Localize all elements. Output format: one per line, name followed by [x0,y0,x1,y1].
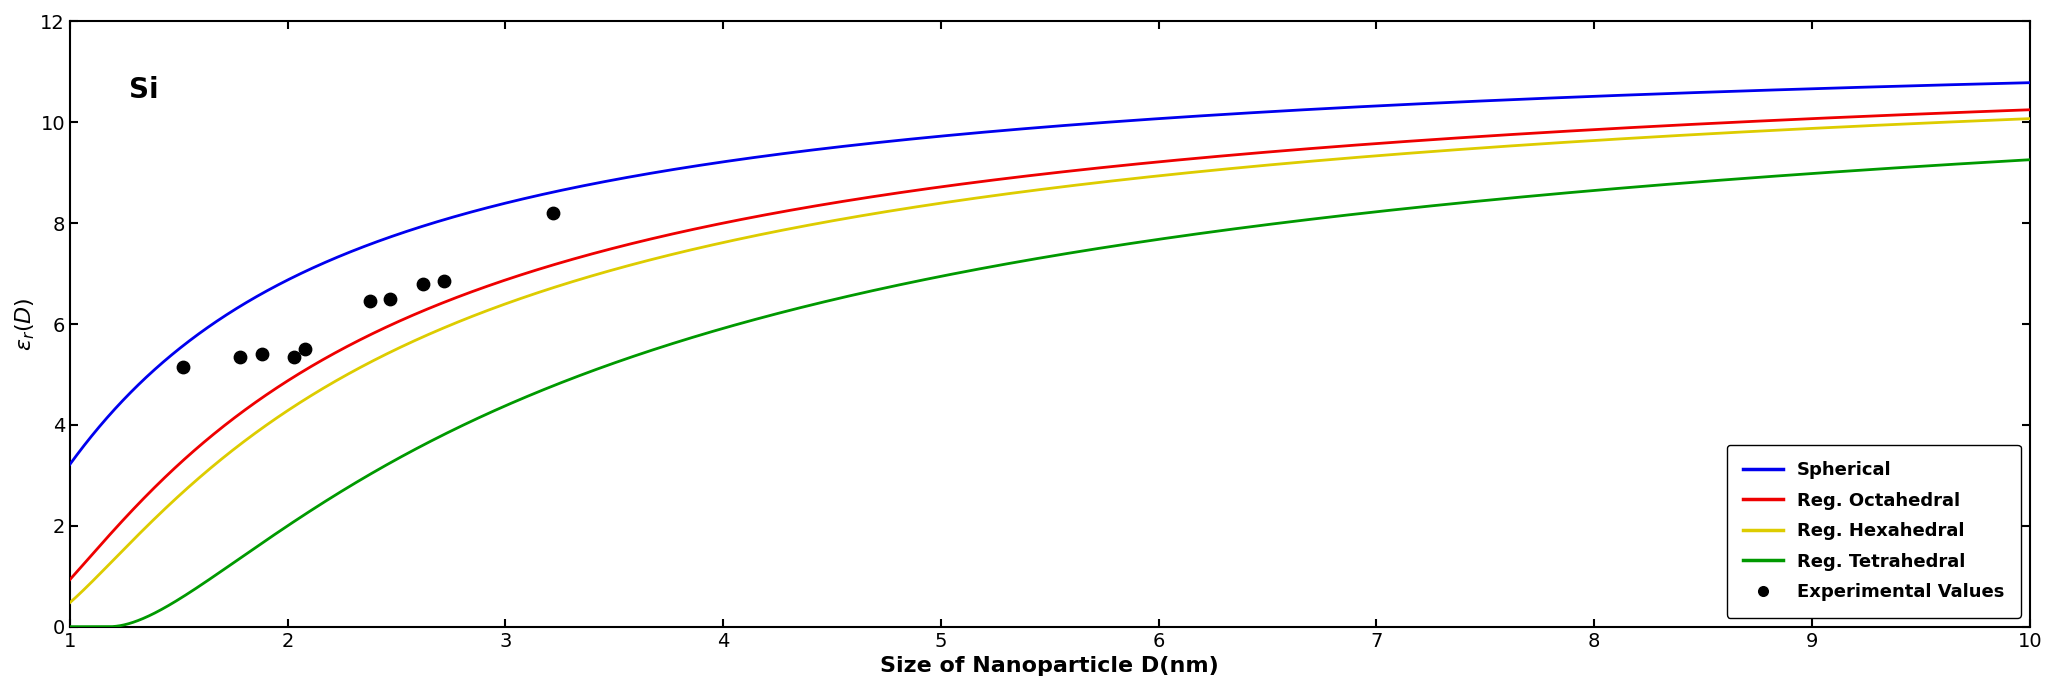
Point [537,208,570,219]
Y-axis label: $\varepsilon_r(D)$: $\varepsilon_r(D)$ [14,297,37,351]
Point [167,362,199,373]
Point [407,278,440,289]
Point [428,275,461,286]
Point [278,351,310,362]
Point [245,348,278,359]
Point [354,296,387,307]
X-axis label: Size of Nanoparticle D(nm): Size of Nanoparticle D(nm) [880,656,1219,676]
Point [288,344,321,355]
Point [224,351,257,362]
Point [374,293,407,304]
Text: Si: Si [130,76,158,104]
Legend: Spherical, Reg. Octahedral, Reg. Hexahedral, Reg. Tetrahedral, Experimental Valu: Spherical, Reg. Octahedral, Reg. Hexahed… [1727,444,2021,618]
